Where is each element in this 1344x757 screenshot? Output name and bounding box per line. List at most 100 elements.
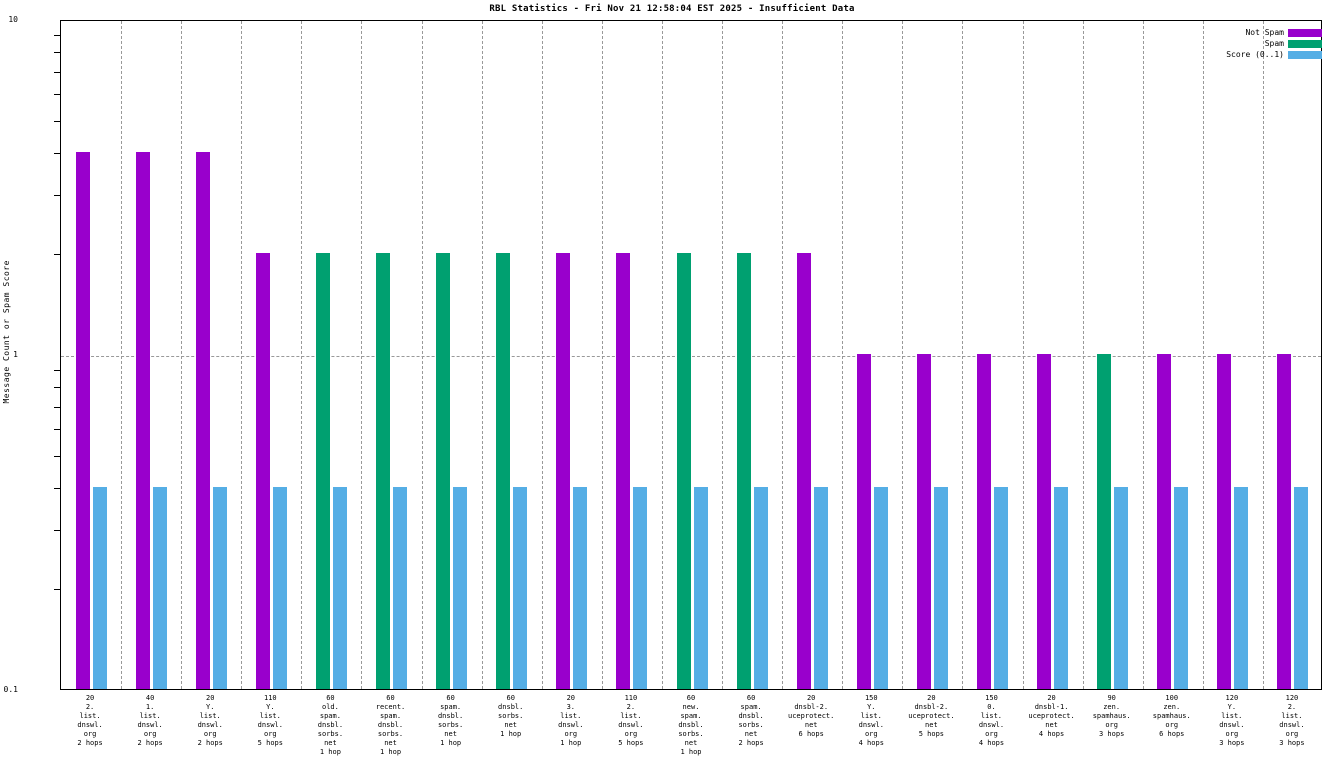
bar-score (212, 487, 227, 689)
bar-not-spam (195, 152, 210, 689)
gridline-vertical (722, 21, 724, 689)
bar-not-spam (556, 253, 571, 689)
y-axis-minor-tick (54, 195, 60, 197)
bar-score (453, 487, 468, 689)
x-axis-tick-label: 90 zen. spamhaus. org 3 hops (1092, 694, 1131, 738)
legend-item: Score (0..1) (1226, 50, 1322, 59)
gridline-vertical (661, 21, 663, 689)
x-axis-tick-label: 150 0. list. dnswl. org 4 hops (978, 694, 1005, 747)
y-axis-tick-label: 10 (8, 15, 18, 24)
bar-score (393, 487, 408, 689)
legend: Not Spam Spam Score (0..1) (1226, 28, 1322, 59)
gridline-vertical (1202, 21, 1204, 689)
gridline-vertical (241, 21, 243, 689)
y-axis-minor-tick (54, 387, 60, 389)
bar-not-spam (1277, 354, 1292, 689)
y-axis-minor-tick (54, 370, 60, 372)
bar-score (633, 487, 648, 689)
x-axis-tick-label: 60 old. spam. dnsbl. sorbs. net 1 hop (317, 694, 344, 756)
bar-not-spam (1157, 354, 1172, 689)
legend-swatch (1288, 28, 1322, 37)
bar-score (1234, 487, 1249, 689)
y-axis-tick-label: 1 (13, 350, 18, 359)
y-axis-label: Message Count or Spam Score (2, 260, 11, 404)
y-axis-minor-tick (54, 455, 60, 457)
bar-not-spam (916, 354, 931, 689)
bar-not-spam (75, 152, 90, 689)
y-axis-tick-label: 0.1 (3, 685, 18, 694)
x-axis-tick-label: 110 Y. list. dnswl. org 5 hops (257, 694, 283, 747)
bar-spam (376, 253, 391, 689)
plot-area (60, 20, 1322, 690)
bar-score (92, 487, 107, 689)
x-axis-tick-label: 60 new. spam. dnsbl. sorbs. net 1 hop (678, 694, 704, 756)
x-axis-tick-label: 60 recent. spam. dnsbl. sorbs. net 1 hop (375, 694, 406, 756)
bar-spam (436, 253, 451, 689)
gridline-vertical (1262, 21, 1264, 689)
bar-score (513, 487, 528, 689)
x-axis-tick-label: 20 dnsbl-2. uceprotect. net 5 hops (908, 694, 955, 738)
gridline-vertical (782, 21, 784, 689)
bar-score (933, 487, 948, 689)
bar-not-spam (1037, 354, 1052, 689)
gridline-horizontal (61, 356, 1321, 357)
bar-score (332, 487, 347, 689)
gridline-vertical (541, 21, 543, 689)
x-axis-tick-label: 20 Y. list. dnswl. org 2 hops (197, 694, 223, 747)
legend-label: Spam (1264, 39, 1284, 48)
chart-title: RBL Statistics - Fri Nov 21 12:58:04 EST… (489, 4, 855, 14)
bar-not-spam (135, 152, 150, 689)
gridline-vertical (121, 21, 123, 689)
y-axis-minor-tick (54, 254, 60, 256)
legend-item: Not Spam (1245, 28, 1322, 37)
y-axis-minor-tick (54, 589, 60, 591)
bar-score (1054, 487, 1069, 689)
y-axis-minor-tick (54, 94, 60, 96)
x-axis-tick-label: 120 2. list. dnswl. org 3 hops (1279, 694, 1305, 747)
legend-swatch (1288, 39, 1322, 48)
gridline-vertical (421, 21, 423, 689)
y-axis-minor-tick (54, 120, 60, 122)
bar-not-spam (856, 354, 871, 689)
y-axis-minor-tick (54, 71, 60, 73)
x-axis-tick-label: 60 spam. dnsbl. sorbs. net 2 hops (738, 694, 764, 747)
gridline-vertical (301, 21, 303, 689)
bar-score (1174, 487, 1189, 689)
bar-score (753, 487, 768, 689)
y-axis-minor-tick (54, 153, 60, 155)
gridline-vertical (962, 21, 964, 689)
x-axis-tick-label: 20 dnsbl-2. uceprotect. net 6 hops (788, 694, 835, 738)
gridline-vertical (601, 21, 603, 689)
x-axis-tick-label: 100 zen. spamhaus. org 6 hops (1152, 694, 1191, 738)
legend-label: Not Spam (1245, 28, 1284, 37)
bar-score (993, 487, 1008, 689)
gridline-vertical (902, 21, 904, 689)
x-axis-tick-label: 20 3. list. dnswl. org 1 hop (558, 694, 584, 747)
bar-spam (736, 253, 751, 689)
x-axis-tick-label: 150 Y. list. dnswl. org 4 hops (858, 694, 884, 747)
x-axis-tick-label: 40 1. list. dnswl. org 2 hops (137, 694, 163, 747)
x-axis-tick-label: 60 dnsbl. sorbs. net 1 hop (498, 694, 524, 738)
bar-score (693, 487, 708, 689)
gridline-vertical (361, 21, 363, 689)
bar-score (573, 487, 588, 689)
y-axis-minor-tick (54, 35, 60, 37)
bar-score (813, 487, 828, 689)
y-axis-minor-tick (54, 52, 60, 54)
bar-score (873, 487, 888, 689)
y-axis-minor-tick (54, 406, 60, 408)
bar-score (1114, 487, 1129, 689)
bar-score (272, 487, 287, 689)
legend-swatch (1288, 50, 1322, 59)
y-axis-minor-tick (54, 488, 60, 490)
gridline-vertical (842, 21, 844, 689)
x-axis-tick-label: 120 Y. list. dnswl. org 3 hops (1219, 694, 1245, 747)
bar-not-spam (1217, 354, 1232, 689)
gridline-vertical (1142, 21, 1144, 689)
bar-spam (496, 253, 511, 689)
bar-spam (676, 253, 691, 689)
gridline-vertical (1022, 21, 1024, 689)
y-axis-minor-tick (54, 429, 60, 431)
gridline-vertical (181, 21, 183, 689)
